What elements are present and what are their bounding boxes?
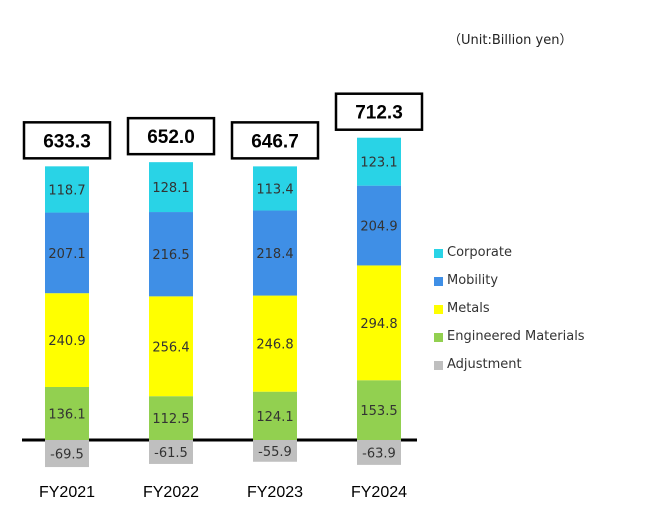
category-label: FY2022 <box>143 484 199 501</box>
bar-segment <box>357 185 401 266</box>
data-label: 124.1 <box>256 410 293 425</box>
bar-segment <box>45 212 89 294</box>
legend-label: Engineered Materials <box>447 329 585 344</box>
data-label: -55.9 <box>258 445 292 460</box>
bar-segment <box>357 380 401 440</box>
bar-segment <box>253 210 297 296</box>
legend-swatch <box>434 333 443 342</box>
data-label: 294.8 <box>360 317 397 332</box>
data-label: 207.1 <box>48 247 85 262</box>
total-label: 633.3 <box>43 131 91 152</box>
category-label: FY2021 <box>39 484 95 501</box>
bar-segment <box>253 166 297 211</box>
legend-swatch <box>434 249 443 258</box>
bar-segment <box>357 265 401 381</box>
legend-swatch <box>434 277 443 286</box>
total-label: 712.3 <box>355 103 403 124</box>
bar-segment <box>45 293 89 388</box>
data-label: 256.4 <box>152 340 189 355</box>
bar-segment <box>45 166 89 213</box>
bar-segment <box>149 396 193 440</box>
data-label: 204.9 <box>360 220 397 235</box>
bar-segment <box>253 440 297 462</box>
data-label: -63.9 <box>362 446 396 461</box>
total-box <box>230 121 320 160</box>
data-label: 123.1 <box>360 156 397 171</box>
data-label: 153.5 <box>360 404 397 419</box>
total-box <box>22 121 112 160</box>
data-label: -61.5 <box>154 446 188 461</box>
unit-note: （Unit:Billion yen） <box>448 33 573 48</box>
legend-label: Adjustment <box>447 357 522 372</box>
bar-segment <box>45 387 89 440</box>
category-label: FY2023 <box>247 484 303 501</box>
legend-swatch <box>434 361 443 370</box>
data-label: -69.5 <box>50 448 84 463</box>
bar-segment <box>149 440 193 464</box>
data-label: 112.5 <box>152 412 189 427</box>
bar-segment <box>253 391 297 440</box>
total-label: 646.7 <box>251 131 299 152</box>
data-label: 216.5 <box>152 248 189 263</box>
category-label: FY2024 <box>351 484 407 501</box>
bar-segment <box>253 295 297 392</box>
legend-label: Metals <box>447 301 490 316</box>
total-box <box>334 92 424 131</box>
data-label: 136.1 <box>48 408 85 423</box>
legend-label: Mobility <box>447 273 499 288</box>
bar-segment <box>45 440 89 468</box>
data-label: 218.4 <box>256 247 293 262</box>
data-label: 113.4 <box>256 182 293 197</box>
data-label: 246.8 <box>256 338 293 353</box>
total-label: 652.0 <box>147 127 195 148</box>
legend-swatch <box>434 305 443 314</box>
bar-segment <box>149 162 193 213</box>
data-label: 240.9 <box>48 334 85 349</box>
legend-label: Corporate <box>447 245 512 260</box>
bar-segment <box>357 440 401 465</box>
bar-segment <box>149 296 193 397</box>
total-box <box>126 116 216 156</box>
data-label: 118.7 <box>48 183 85 198</box>
data-label: 128.1 <box>152 181 189 196</box>
bar-segment <box>149 212 193 297</box>
bar-segment <box>357 137 401 186</box>
